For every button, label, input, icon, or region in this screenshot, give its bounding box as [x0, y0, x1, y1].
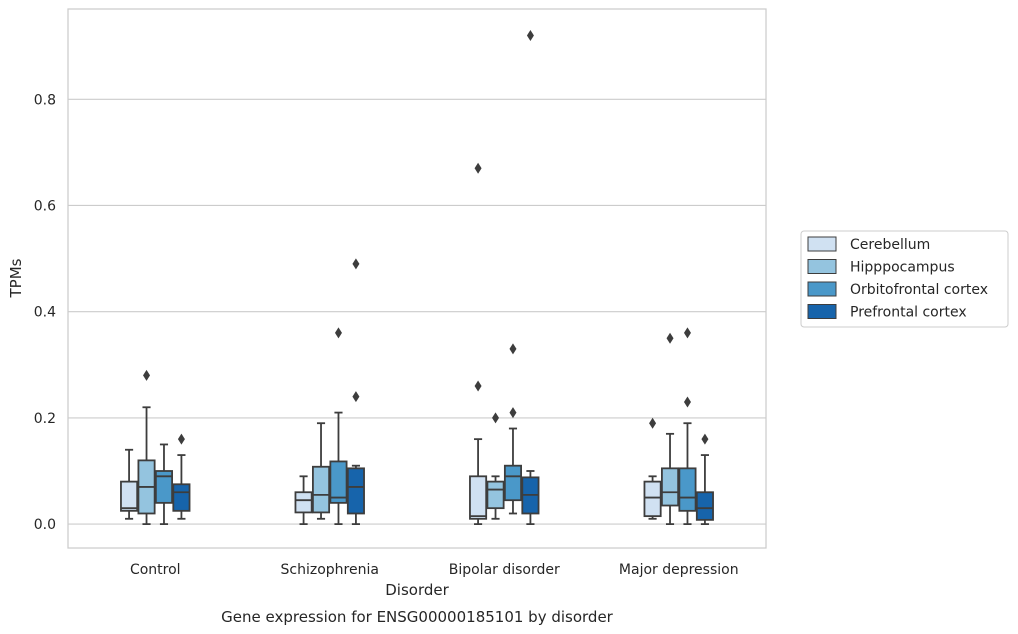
- legend-swatch: [807, 236, 837, 252]
- outlier-point: [666, 332, 674, 344]
- outlier-point: [143, 369, 151, 381]
- y-tick-label: 0.2: [34, 411, 56, 427]
- iqr-box: [469, 475, 488, 520]
- y-tick-label: 0.0: [34, 517, 56, 533]
- legend-label: Prefrontal cortex: [850, 305, 967, 321]
- iqr-box: [329, 460, 348, 504]
- legend-label: Cerebellum: [850, 237, 930, 253]
- outlier-point: [701, 433, 709, 445]
- outlier-point: [526, 30, 534, 42]
- legend-swatch: [807, 259, 837, 274]
- x-tick-label: Schizophrenia: [281, 562, 379, 578]
- iqr-box: [312, 465, 331, 514]
- box-hipppocampus: [486, 412, 505, 520]
- outlier-point: [474, 162, 482, 174]
- iqr-box: [172, 483, 191, 512]
- iqr-box: [120, 480, 139, 512]
- box-prefrontal-cortex: [172, 433, 191, 520]
- chart-caption: Gene expression for ENSG00000185101 by d…: [221, 608, 614, 626]
- box-cerebellum: [120, 448, 139, 520]
- x-tick-label: Control: [130, 562, 181, 578]
- y-axis-title: TPMs: [7, 258, 25, 298]
- iqr-box: [503, 464, 522, 502]
- box-orbitofrontal-cortex: [503, 343, 522, 515]
- legend-label: Hipppocampus: [850, 260, 955, 276]
- box-prefrontal-cortex: [346, 258, 365, 526]
- outlier-point: [177, 433, 185, 445]
- iqr-box: [486, 480, 505, 510]
- iqr-box: [661, 467, 680, 507]
- box-orbitofrontal-cortex: [154, 443, 173, 526]
- box-orbitofrontal-cortex: [678, 327, 697, 526]
- box-prefrontal-cortex: [695, 433, 714, 526]
- outlier-point: [649, 417, 657, 429]
- iqr-box: [643, 480, 662, 518]
- legend-swatch: [807, 281, 837, 297]
- box-cerebellum: [643, 417, 662, 520]
- legend-frame: [800, 230, 1009, 328]
- boxes: [120, 30, 714, 526]
- iqr-box: [695, 491, 714, 521]
- plot-frame: [67, 8, 767, 549]
- outlier-point: [474, 380, 482, 392]
- box-hipppocampus: [312, 422, 331, 520]
- legend-label: Orbitofrontal cortex: [850, 282, 988, 298]
- outlier-point: [352, 258, 360, 270]
- box-cerebellum: [469, 162, 488, 526]
- y-tick-label: 0.4: [34, 305, 56, 321]
- outlier-point: [352, 391, 360, 403]
- iqr-box: [346, 467, 365, 515]
- y-tick-labels: 0.0 0.2 0.4 0.6 0.8: [34, 92, 56, 533]
- outlier-point: [492, 412, 500, 424]
- y-tick-label: 0.6: [34, 198, 56, 214]
- box-orbitofrontal-cortex: [329, 327, 348, 526]
- box-cerebellum: [294, 475, 313, 526]
- legend: Cerebellum Hipppocampus Orbitofrontal cort…: [800, 230, 1009, 328]
- x-axis-title: Disorder: [385, 581, 449, 599]
- box-hipppocampus: [137, 369, 156, 526]
- gridlines: [68, 98, 766, 525]
- box-prefrontal-cortex: [521, 30, 540, 526]
- box-hipppocampus: [661, 332, 680, 526]
- outlier-point: [334, 327, 342, 339]
- outlier-point: [683, 396, 691, 408]
- plot-background: [68, 9, 766, 548]
- iqr-box: [154, 470, 173, 504]
- iqr-box: [678, 467, 697, 512]
- outlier-point: [683, 327, 691, 339]
- outlier-point: [509, 343, 517, 355]
- x-tick-labels: Control Schizophrenia Bipolar disorder Majo…: [130, 562, 739, 578]
- outlier-point: [509, 407, 517, 419]
- legend-items: Cerebellum Hipppocampus Orbitofrontal cort…: [807, 236, 988, 321]
- iqr-box: [294, 491, 313, 514]
- legend-swatch: [807, 304, 837, 319]
- y-tick-label: 0.8: [34, 92, 56, 108]
- x-tick-label: Bipolar disorder: [449, 562, 560, 578]
- x-tick-label: Major depression: [619, 562, 739, 578]
